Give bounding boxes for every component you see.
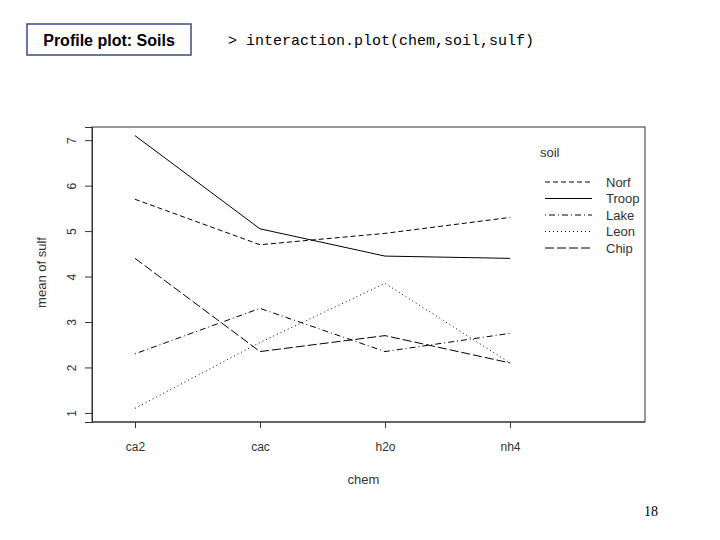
- title: Profile plot: Soils: [43, 32, 175, 49]
- y-tick: 5: [65, 228, 92, 235]
- y-axis-title: mean of sulf: [34, 237, 49, 308]
- series-line: [135, 199, 510, 244]
- y-tick: 7: [65, 137, 92, 144]
- x-tick: ca2: [126, 422, 146, 454]
- y-tick: 1: [65, 410, 92, 417]
- series-line: [135, 258, 510, 363]
- legend-label: Troop: [606, 191, 639, 206]
- y-tick-mark: [85, 413, 92, 414]
- legend-swatch: [545, 198, 592, 199]
- slide: Profile plot: Soils > interaction.plot(ch…: [0, 0, 720, 540]
- x-tick: h2o: [375, 422, 395, 454]
- x-tick-label: cac: [251, 440, 270, 454]
- y-tick-label: 2: [65, 364, 79, 371]
- legend-title: soil: [540, 145, 560, 160]
- y-tick-mark: [85, 140, 92, 141]
- legend-swatch: [545, 182, 592, 183]
- plot-frame: [92, 127, 645, 422]
- x-tick-label: nh4: [500, 440, 520, 454]
- x-tick: cac: [251, 422, 270, 454]
- legend-label: Lake: [606, 208, 634, 223]
- y-axis: 1 2 3 4 5 6 7: [65, 128, 93, 423]
- y-tick-mark: [85, 277, 92, 278]
- y-tick: 6: [65, 182, 92, 189]
- x-axis: ca2 cac h2o nh4: [92, 422, 645, 454]
- x-tick-mark: [385, 422, 386, 428]
- y-tick-label: 7: [65, 137, 79, 144]
- y-tick-mark: [85, 322, 92, 323]
- y-tick-mark: [85, 186, 92, 187]
- legend-label: Leon: [606, 224, 635, 239]
- y-tick-mark: [85, 367, 92, 368]
- series-line: [135, 283, 510, 408]
- title-box: [27, 24, 191, 55]
- legend-swatch: [545, 215, 592, 216]
- legend-swatch: [545, 248, 592, 249]
- x-tick-label: h2o: [375, 440, 395, 454]
- y-tick: 3: [65, 319, 92, 326]
- page-number: 18: [644, 504, 658, 519]
- legend-swatch: [545, 231, 592, 232]
- x-tick-mark: [135, 422, 136, 428]
- legend: soil NorfTroop LakeLeon Chip: [540, 145, 639, 256]
- x-tick-label: ca2: [126, 440, 146, 454]
- y-tick-label: 3: [65, 319, 79, 326]
- y-tick: 2: [65, 364, 92, 371]
- y-tick-label: 6: [65, 182, 79, 189]
- y-axis-line: [85, 128, 93, 423]
- y-tick-label: 5: [65, 228, 79, 235]
- x-axis-line: [92, 422, 645, 423]
- series-line: [135, 136, 510, 259]
- x-axis-title: chem: [348, 472, 380, 487]
- legend-label: Norf: [606, 175, 631, 190]
- y-tick-label: 1: [65, 410, 79, 417]
- y-tick-label: 4: [65, 273, 79, 280]
- x-tick-mark: [510, 422, 511, 428]
- y-tick: 4: [65, 273, 92, 280]
- legend-label: Chip: [606, 241, 633, 256]
- annotation: > interaction.plot(chem,soil,sulf): [228, 33, 534, 50]
- plot-lines: [135, 136, 510, 409]
- y-tick-mark: [85, 231, 92, 232]
- series-line: [135, 308, 510, 353]
- x-tick: nh4: [500, 422, 520, 454]
- x-tick-mark: [260, 422, 261, 428]
